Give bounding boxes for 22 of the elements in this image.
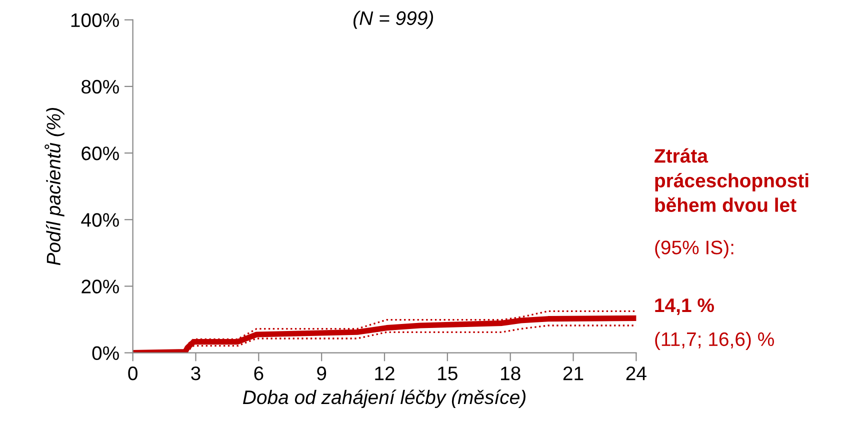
x-tick-label: 3	[191, 366, 200, 380]
text: 14,1 %	[655, 298, 714, 315]
y-tick-label: 20%	[82, 280, 119, 294]
y-tick-label: 40%	[81, 213, 119, 227]
y-tick-label: 100%	[71, 13, 119, 28]
y-tick-label: 80%	[82, 80, 119, 94]
x-tick-label: 21	[563, 366, 584, 380]
x-tick-label: 12	[375, 366, 394, 380]
text: Ztráta práceschopnosti během dvou let	[654, 148, 808, 212]
x-tick-label: 9	[317, 366, 326, 380]
y-tick-label: 0%	[92, 346, 119, 360]
text: (95% IS):	[655, 240, 734, 258]
x-tick-label: 24	[626, 366, 646, 380]
x-tick-label: 15	[438, 366, 458, 380]
x-tick-label: 6	[254, 366, 264, 380]
y-tick-label: 60%	[82, 146, 119, 160]
text: (11,7; 16,6) %	[655, 332, 774, 350]
x-tick-label: 18	[501, 366, 520, 380]
y-axis-title: Podíl pacientů (%)	[44, 108, 64, 266]
x-axis-title: Doba od zahájení léčby (měsíce)	[242, 390, 526, 408]
x-tick-label: 0	[128, 366, 138, 380]
chart-subtitle: (N = 999)	[354, 10, 434, 29]
